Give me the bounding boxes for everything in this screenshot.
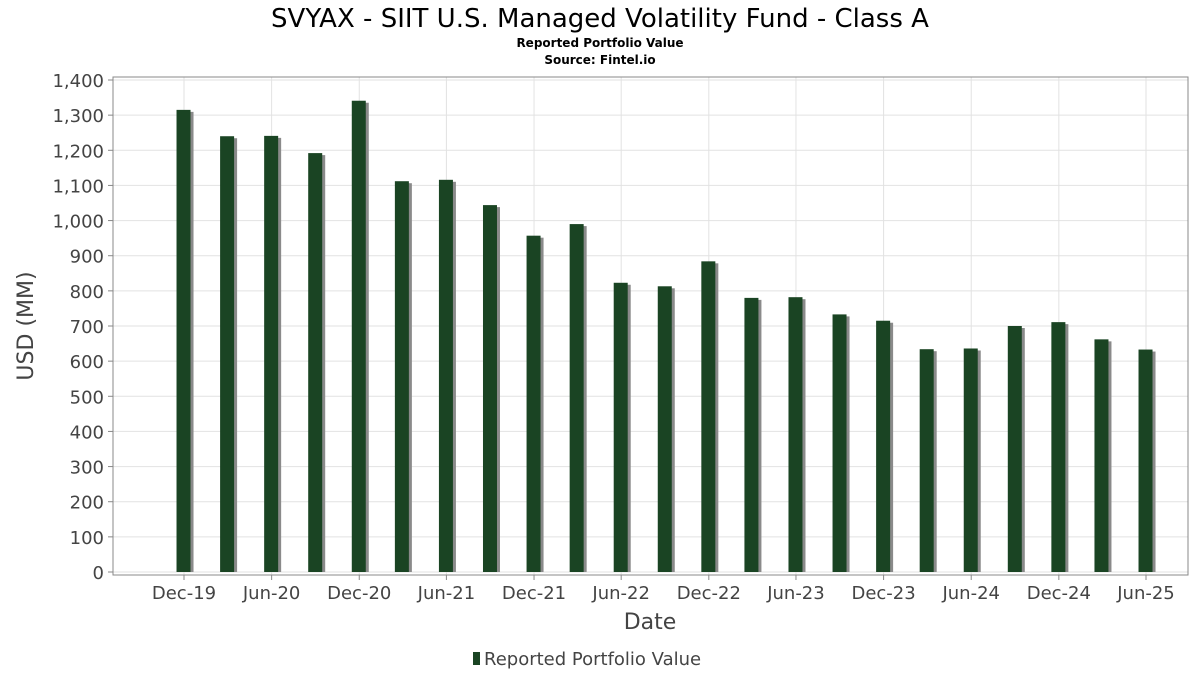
y-tick-label: 300 — [70, 458, 104, 479]
y-tick-label: 0 — [93, 563, 104, 584]
bar — [1094, 339, 1109, 572]
y-tick-label: 1,100 — [52, 176, 104, 197]
y-tick-label: 800 — [70, 282, 104, 303]
bar — [220, 136, 235, 572]
bar — [526, 235, 541, 572]
bar — [1007, 326, 1022, 572]
chart-title: SVYAX - SIIT U.S. Managed Volatility Fun… — [271, 4, 929, 34]
bar — [657, 286, 672, 572]
x-tick-label: Dec-21 — [502, 583, 566, 604]
bar — [613, 282, 628, 572]
x-tick-label: Jun-20 — [242, 583, 301, 604]
y-tick-label: 900 — [70, 247, 104, 268]
y-tick-label: 1,200 — [52, 141, 104, 162]
bar — [919, 349, 934, 572]
x-tick-label: Dec-24 — [1027, 583, 1091, 604]
legend: Reported Portfolio Value — [473, 649, 701, 670]
legend-swatch — [473, 652, 480, 665]
y-tick-label: 200 — [70, 493, 104, 514]
x-tick-label: Dec-20 — [327, 583, 391, 604]
bar — [569, 224, 584, 573]
x-axis: Dec-19 Jun-20 Dec-20 Jun-21 Dec-21 Jun-22 Dec-… — [152, 575, 1175, 604]
x-tick-label: Jun-24 — [941, 583, 1000, 604]
x-tick-label: Dec-23 — [851, 583, 915, 604]
bar — [482, 205, 497, 572]
bar — [788, 297, 803, 572]
bar — [1138, 349, 1153, 572]
x-tick-label: Jun-23 — [766, 583, 825, 604]
bar — [351, 100, 366, 572]
y-tick-label: 1,000 — [52, 212, 104, 233]
y-tick-label: 500 — [70, 387, 104, 408]
y-tick-label: 400 — [70, 422, 104, 443]
bar — [438, 179, 453, 572]
bar — [744, 297, 759, 572]
bar — [394, 181, 409, 572]
bar — [308, 153, 323, 572]
x-tick-label: Dec-19 — [152, 583, 216, 604]
chart-source: Source: Fintel.io — [544, 53, 655, 67]
bars — [176, 100, 1156, 573]
x-tick-label: Jun-21 — [417, 583, 476, 604]
x-axis-label: Date — [624, 610, 677, 635]
x-tick-label: Jun-25 — [1116, 583, 1175, 604]
legend-label: Reported Portfolio Value — [484, 649, 701, 670]
y-axis: 0 100 200 300 400 500 600 700 800 900 1,000 1,100 1,… — [52, 71, 113, 584]
bar — [1051, 322, 1066, 572]
y-tick-label: 1,300 — [52, 106, 104, 127]
bar — [176, 109, 191, 572]
x-tick-label: Jun-22 — [591, 583, 650, 604]
y-tick-label: 100 — [70, 528, 104, 549]
bar — [963, 348, 978, 572]
y-axis-label: USD (MM) — [14, 271, 39, 380]
bar — [876, 320, 891, 572]
bar — [701, 261, 716, 572]
x-tick-label: Dec-22 — [677, 583, 741, 604]
y-tick-label: 1,400 — [52, 71, 104, 92]
bar — [832, 314, 847, 572]
y-tick-label: 600 — [70, 352, 104, 373]
chart-subtitle: Reported Portfolio Value — [516, 36, 683, 50]
bar — [264, 135, 279, 572]
y-tick-label: 700 — [70, 317, 104, 338]
